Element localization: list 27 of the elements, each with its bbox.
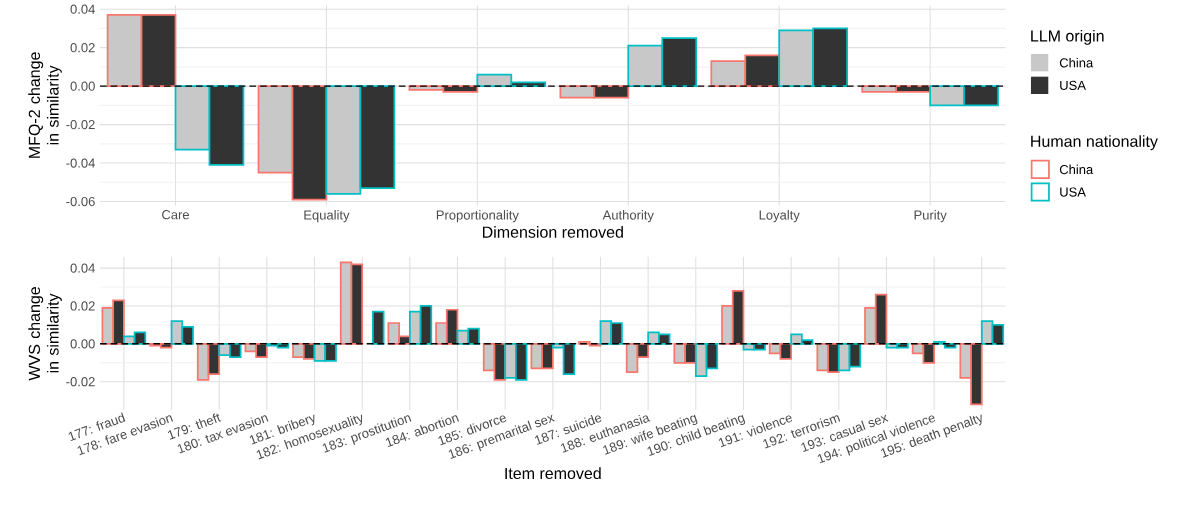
x-tick-label: Proportionality <box>436 210 519 223</box>
y-tick-label: -0.06 <box>66 197 95 207</box>
bar <box>372 310 385 345</box>
text: LLM origin <box>1031 29 1104 45</box>
y-tick-label: 0.02 <box>70 301 95 311</box>
text: China <box>1059 57 1094 68</box>
x-axis-title: Item removed <box>505 467 601 480</box>
text: USA <box>1060 80 1086 91</box>
x-axis-title: Dimension removed <box>482 226 623 238</box>
x-tick-label: Authority <box>602 210 654 223</box>
x-tick-label: Care <box>162 210 190 220</box>
y-tick-label: 0.04 <box>70 4 95 14</box>
y-tick-label: 0.00 <box>70 339 95 349</box>
y-tick-label: -0.02 <box>66 377 95 387</box>
x-tick-label: Loyalty <box>759 210 800 223</box>
y-axis-title: WVS change in similarity <box>28 287 62 381</box>
x-tick-label: Equality <box>304 210 350 223</box>
y-tick-label: 0.02 <box>70 43 95 53</box>
y-tick-label: -0.02 <box>66 120 95 130</box>
text: USA <box>1060 187 1086 197</box>
text: Human nationality <box>1031 135 1158 151</box>
y-axis-title: MFQ-2 change in similarity <box>28 52 62 158</box>
y-tick-label: 0.00 <box>70 81 95 91</box>
x-tick-label: Purity <box>914 210 947 223</box>
text: China <box>1059 164 1094 175</box>
y-tick-label: -0.04 <box>66 158 95 168</box>
y-tick-label: 0.04 <box>70 263 95 273</box>
